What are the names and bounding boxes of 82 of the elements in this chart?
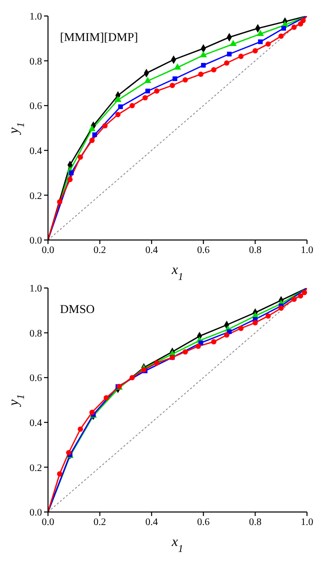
y-tick-label: 0.0 bbox=[30, 508, 42, 519]
point bbox=[92, 132, 97, 138]
point bbox=[291, 24, 297, 30]
x-axis-title: x$_{1}$ bbox=[170, 263, 184, 282]
y-tick-label: 0.0 bbox=[30, 236, 42, 247]
point bbox=[198, 72, 204, 77]
point bbox=[66, 450, 72, 456]
point bbox=[172, 76, 178, 82]
y-tick-label: 0.2 bbox=[30, 190, 42, 202]
x-tick-label: 0.4 bbox=[145, 245, 158, 256]
y-tick-label: 0.6 bbox=[30, 373, 42, 384]
point bbox=[298, 293, 304, 298]
point bbox=[89, 410, 95, 415]
y-tick-label: 1.0 bbox=[30, 12, 42, 23]
point bbox=[78, 154, 84, 160]
point bbox=[104, 395, 109, 400]
point bbox=[252, 48, 258, 54]
point bbox=[211, 67, 216, 72]
x-tick-label: 0.8 bbox=[248, 245, 262, 256]
x-tick-label: 0.0 bbox=[42, 245, 54, 256]
point bbox=[57, 471, 62, 477]
point bbox=[224, 332, 230, 338]
annotation: [MMIM][DMP] bbox=[60, 30, 138, 45]
y-tick-label: 0.4 bbox=[30, 418, 42, 429]
point bbox=[266, 313, 271, 319]
point bbox=[67, 176, 73, 182]
y-tick-label: 0.2 bbox=[30, 462, 42, 474]
point bbox=[174, 63, 182, 70]
point bbox=[201, 62, 206, 68]
y-tick-label: 0.8 bbox=[30, 56, 42, 68]
point bbox=[230, 40, 237, 46]
x-tick-label: 0.2 bbox=[94, 245, 106, 256]
point bbox=[302, 290, 307, 296]
point bbox=[258, 39, 263, 44]
point bbox=[238, 326, 244, 331]
point bbox=[182, 77, 188, 82]
point bbox=[78, 426, 84, 432]
point bbox=[278, 306, 284, 311]
x-axis-title: x$_{1}$ bbox=[170, 535, 184, 554]
point bbox=[89, 138, 95, 143]
point bbox=[102, 123, 108, 128]
point bbox=[170, 82, 175, 88]
y-tick-label: 1.0 bbox=[30, 284, 42, 295]
point bbox=[144, 76, 152, 84]
x-tick-label: 0.4 bbox=[145, 517, 158, 528]
point bbox=[300, 18, 306, 24]
point bbox=[226, 52, 232, 56]
point bbox=[200, 51, 207, 58]
annotation: DMSO bbox=[60, 302, 95, 317]
x-tick-label: 0.0 bbox=[42, 517, 54, 528]
y-tick-label: 0.6 bbox=[30, 101, 42, 112]
point bbox=[211, 339, 216, 344]
point bbox=[281, 26, 286, 31]
point bbox=[114, 96, 122, 102]
x-tick-label: 0.6 bbox=[197, 245, 210, 256]
y-tick-label: 0.8 bbox=[30, 328, 42, 340]
x-tick-label: 0.8 bbox=[248, 517, 262, 528]
point bbox=[154, 360, 160, 366]
point bbox=[182, 349, 188, 354]
point bbox=[154, 88, 160, 94]
point bbox=[130, 374, 135, 380]
x-tick-label: 1.0 bbox=[300, 517, 314, 528]
x-tick-label: 0.6 bbox=[197, 517, 210, 528]
point bbox=[196, 344, 201, 349]
point bbox=[256, 30, 264, 36]
point bbox=[278, 34, 284, 39]
point bbox=[115, 112, 121, 118]
x-tick-label: 1.0 bbox=[300, 245, 314, 256]
point bbox=[224, 60, 230, 66]
point bbox=[252, 320, 258, 326]
point bbox=[68, 170, 74, 176]
y-tick-label: 0.4 bbox=[30, 146, 42, 157]
point bbox=[145, 88, 150, 94]
point bbox=[142, 95, 148, 100]
point bbox=[118, 104, 123, 110]
point bbox=[238, 54, 244, 59]
point bbox=[266, 41, 271, 47]
point bbox=[291, 296, 297, 302]
point bbox=[57, 199, 62, 205]
x-tick-label: 0.2 bbox=[94, 517, 106, 528]
point bbox=[88, 125, 96, 132]
point bbox=[130, 102, 135, 108]
